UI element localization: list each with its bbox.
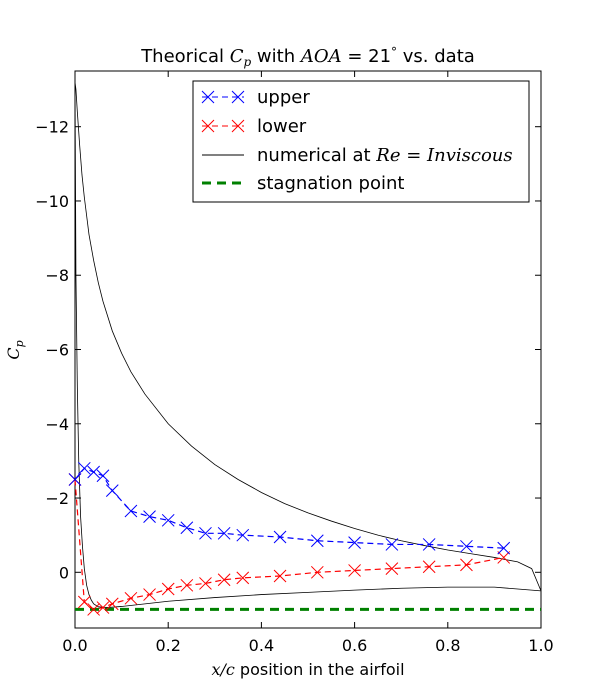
x-tick-label: 0.0 <box>62 636 87 655</box>
data-point-lower <box>77 595 91 609</box>
legend-label-numerical: numerical at Re = Inviscous <box>257 145 513 166</box>
series-line-upper <box>74 467 504 549</box>
axis-ticks: 0.0 0.2 0.4 0.6 0.8 1.0 −12 −10 −8 −6 −4 −2 0 <box>35 71 554 655</box>
x-tick-label: 0.8 <box>435 636 460 655</box>
chart-title: Theorical Cp with AOA = 21° vs. data <box>140 45 475 69</box>
data-point-lower <box>460 558 473 572</box>
data-point-upper <box>273 530 287 544</box>
data-point-upper <box>217 526 231 540</box>
data-point-lower <box>217 573 231 587</box>
y-tick-label: −6 <box>45 341 69 360</box>
data-point-upper <box>68 473 82 486</box>
data-point-upper <box>422 538 436 551</box>
x-tick-label: 1.0 <box>528 636 553 655</box>
series-line-numerical-lower <box>74 82 542 608</box>
legend-label-upper: upper <box>257 87 310 108</box>
x-tick-label: 0.6 <box>342 636 367 655</box>
data-point-upper <box>180 521 194 535</box>
data-point-lower <box>143 588 156 601</box>
chart-series <box>68 82 542 616</box>
y-tick-label: −12 <box>35 118 69 137</box>
data-point-upper <box>199 526 212 540</box>
legend-entry-lower: lower <box>201 116 307 137</box>
legend-box <box>192 80 530 203</box>
data-point-lower <box>310 565 324 579</box>
legend-marker-upper <box>201 90 245 104</box>
legend-label-lower: lower <box>257 116 307 137</box>
data-point-lower <box>422 560 436 574</box>
data-point-upper <box>497 541 511 555</box>
legend: upper lower numerical at Re = Inviscous … <box>192 80 530 203</box>
data-point-lower <box>497 551 511 564</box>
legend-label-stagnation: stagnation point <box>257 173 404 194</box>
legend-entry-stagnation: stagnation point <box>202 173 404 194</box>
data-point-lower <box>385 562 399 575</box>
data-point-upper <box>161 513 175 527</box>
data-point-upper <box>87 465 100 479</box>
data-point-lower <box>105 597 119 611</box>
data-point-lower <box>348 564 361 577</box>
x-tick-label: 0.4 <box>249 636 274 655</box>
data-point-lower <box>236 571 250 585</box>
x-axis-label: x/c position in the airfoil <box>211 660 404 679</box>
x-tick-label: 0.2 <box>155 636 180 655</box>
legend-entry-numerical: numerical at Re = Inviscous <box>202 145 513 166</box>
data-point-upper <box>236 528 250 542</box>
data-point-lower <box>161 582 175 596</box>
data-point-upper <box>143 510 156 523</box>
legend-marker-lower <box>201 119 245 133</box>
y-tick-label: −8 <box>45 266 69 285</box>
data-point-lower <box>124 591 138 605</box>
data-point-upper <box>105 484 119 497</box>
data-point-lower <box>180 578 194 592</box>
legend-entry-upper: upper <box>201 87 310 108</box>
data-point-upper <box>124 504 138 518</box>
data-point-upper <box>77 461 91 475</box>
data-point-lower <box>273 569 287 583</box>
data-point-upper <box>96 469 110 483</box>
data-point-upper <box>310 534 324 548</box>
data-point-lower <box>199 577 212 590</box>
data-point-upper <box>460 539 473 553</box>
y-tick-label: −2 <box>45 489 69 508</box>
series-line-numerical-upper <box>74 82 542 592</box>
data-point-upper <box>348 536 361 549</box>
y-tick-label: 0 <box>59 563 69 582</box>
data-point-upper <box>385 538 399 551</box>
y-axis-label: Cp <box>4 340 26 359</box>
y-tick-label: −10 <box>35 192 69 211</box>
y-tick-label: −4 <box>45 415 69 434</box>
data-point-lower <box>96 601 110 614</box>
